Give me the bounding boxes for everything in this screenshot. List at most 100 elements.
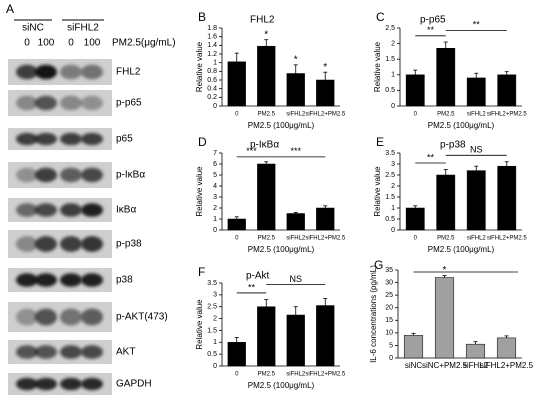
bar — [497, 165, 517, 231]
y-tick-label: 2 — [213, 205, 217, 212]
blot-band — [60, 64, 82, 80]
bar — [465, 343, 486, 359]
y-tick-label: 2 — [391, 40, 395, 47]
y-tick-label: 7 — [213, 150, 217, 157]
y-tick-label: 1.2 — [207, 51, 217, 58]
x-tick-label: siFHL2 — [286, 236, 306, 242]
y-tick-label: 20 — [385, 305, 393, 312]
chart-title: FHL2 — [250, 15, 275, 26]
blot-band — [35, 167, 57, 183]
band-label: p-p38 — [116, 239, 142, 250]
y-axis-label: Relative value — [195, 166, 204, 217]
blot-band — [16, 273, 38, 287]
y-tick-label: 0 — [213, 363, 217, 370]
x-tick-label: siFHL2 — [467, 236, 487, 242]
bar — [436, 174, 456, 231]
blot-band — [35, 273, 57, 287]
y-tick-label: 2.5 — [385, 172, 395, 179]
chart-title: p-IκBα — [250, 140, 279, 151]
y-tick-label: 1 — [213, 60, 217, 67]
blot-band — [60, 95, 82, 111]
bar — [466, 77, 486, 107]
bar — [497, 74, 517, 107]
blot-band — [60, 167, 82, 183]
blot-band — [81, 167, 103, 183]
bar-label: * — [323, 62, 327, 73]
y-tick-label: 25 — [385, 292, 393, 299]
lane-label: 0 — [24, 38, 30, 49]
y-tick-label: 6 — [213, 161, 217, 168]
blot-band — [60, 132, 82, 146]
band-label: p-IκBα — [116, 170, 145, 181]
band-label: AKT — [116, 347, 135, 358]
bar — [286, 314, 305, 367]
x-tick-label: siFHL2 — [286, 372, 306, 378]
blot-band — [35, 377, 57, 391]
y-tick-label: 1 — [213, 216, 217, 223]
blot-band — [81, 345, 103, 359]
x-tick-label: siFHL2 — [463, 361, 489, 370]
bar — [257, 163, 276, 231]
blot-band — [81, 95, 103, 111]
significance-label: ** — [427, 25, 435, 35]
y-tick-label: 0.6 — [207, 77, 217, 84]
blot-band — [60, 236, 82, 252]
blot-band — [81, 273, 103, 287]
significance-label: ** — [248, 282, 256, 292]
blot-band — [35, 95, 57, 111]
bar — [227, 61, 246, 107]
blot-band — [35, 236, 57, 252]
x-tick-label: 0 — [235, 112, 239, 118]
chart-title: p-Akt — [246, 271, 270, 282]
chart-title: p-p38 — [440, 140, 466, 151]
lane-label: 100 — [84, 38, 101, 49]
bar — [436, 48, 456, 107]
bar — [466, 170, 486, 231]
y-tick-label: 2.5 — [385, 25, 395, 32]
x-tick-label: PM2.5 — [258, 112, 276, 118]
blot-band — [35, 132, 57, 146]
y-tick-label: 0.2 — [207, 94, 217, 101]
x-tick-label: siFHL2 — [467, 112, 487, 118]
y-tick-label: 1.5 — [207, 327, 217, 334]
chart-title: p-p65 — [420, 15, 446, 26]
x-tick-label: siFHL2+PM2.5 — [487, 236, 528, 242]
y-tick-label: 0 — [391, 103, 395, 110]
bar — [496, 337, 517, 359]
panel-letter: C — [376, 10, 385, 24]
y-axis-label: Relative value — [195, 41, 204, 92]
x-tick-label: PM2.5 — [258, 236, 276, 242]
blot-band — [60, 203, 82, 217]
significance-label: NS — [470, 145, 483, 155]
blot-band — [81, 203, 103, 217]
blot-band — [81, 132, 103, 146]
y-tick-label: 35 — [385, 267, 393, 274]
bar — [257, 45, 276, 107]
significance-label: ** — [427, 152, 435, 162]
y-tick-label: 0 — [391, 227, 395, 234]
y-tick-label: 0.5 — [385, 87, 395, 94]
y-tick-label: 1 — [391, 205, 395, 212]
treatment-label: PM2.5(μg/mL) — [112, 38, 176, 49]
x-tick-label: siNC — [405, 361, 423, 370]
bar — [286, 73, 305, 107]
bar — [316, 305, 335, 367]
y-tick-label: 1 — [391, 72, 395, 79]
x-tick-label: siNC+PM2.5 — [422, 361, 468, 370]
group-label: siFHL2 — [67, 23, 99, 34]
blot-band — [16, 377, 38, 391]
blot-band — [35, 308, 57, 326]
x-tick-label: siFHL2 — [286, 112, 306, 118]
y-tick-label: 2 — [213, 315, 217, 322]
x-tick-label: siFHL2+PM2.5 — [480, 361, 534, 370]
x-tick-label: 0 — [235, 236, 239, 242]
y-axis-label: Relative value — [195, 299, 204, 350]
y-tick-label: 0.4 — [207, 86, 217, 93]
blot-band — [35, 203, 57, 217]
x-tick-label: siFHL2+PM2.5 — [305, 112, 346, 118]
y-tick-label: 1 — [213, 339, 217, 346]
blot-band — [81, 377, 103, 391]
band-label: p65 — [116, 134, 133, 145]
group-label: siNC — [22, 23, 44, 34]
